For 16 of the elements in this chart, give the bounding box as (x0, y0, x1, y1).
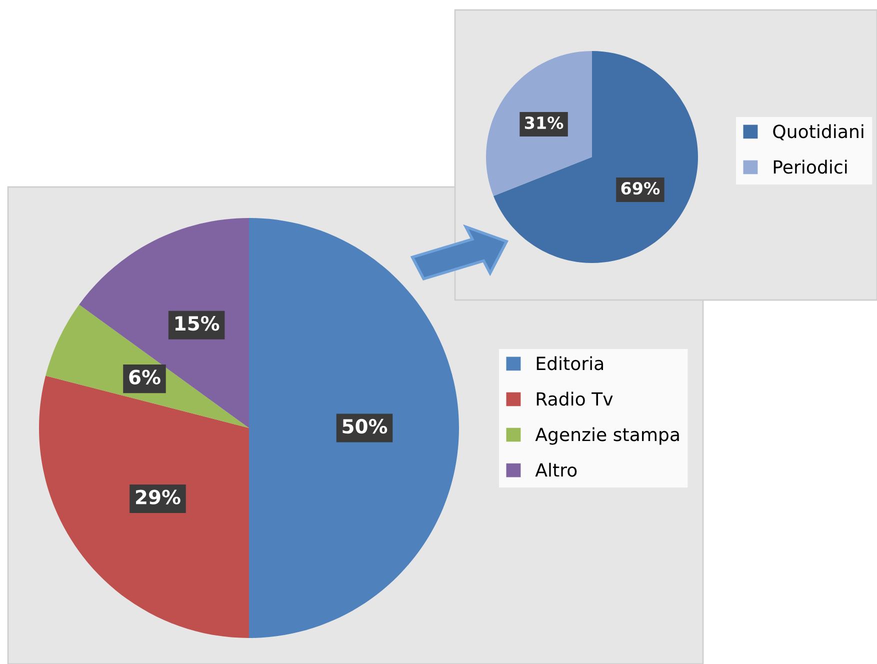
data-label: 29% (136, 490, 180, 504)
data-label: 50% (342, 418, 388, 434)
legend-label: Quotidiani (773, 124, 864, 140)
pie-slice (493, 51, 698, 263)
legend-label: Agenzie stampa (535, 427, 679, 445)
pie-slice (486, 51, 592, 196)
legend-label: Periodici (774, 160, 847, 174)
data-label: 6% (129, 370, 160, 384)
legend-label: Altro (535, 462, 577, 477)
legend-label: Editoria (536, 356, 604, 370)
data-label: 69% (621, 182, 660, 195)
data-label: 31% (524, 116, 564, 130)
data-label: 15% (175, 316, 220, 331)
pie-slice (249, 218, 459, 638)
legend-label: Radio Tv (536, 392, 613, 406)
pie-slice (79, 218, 249, 428)
